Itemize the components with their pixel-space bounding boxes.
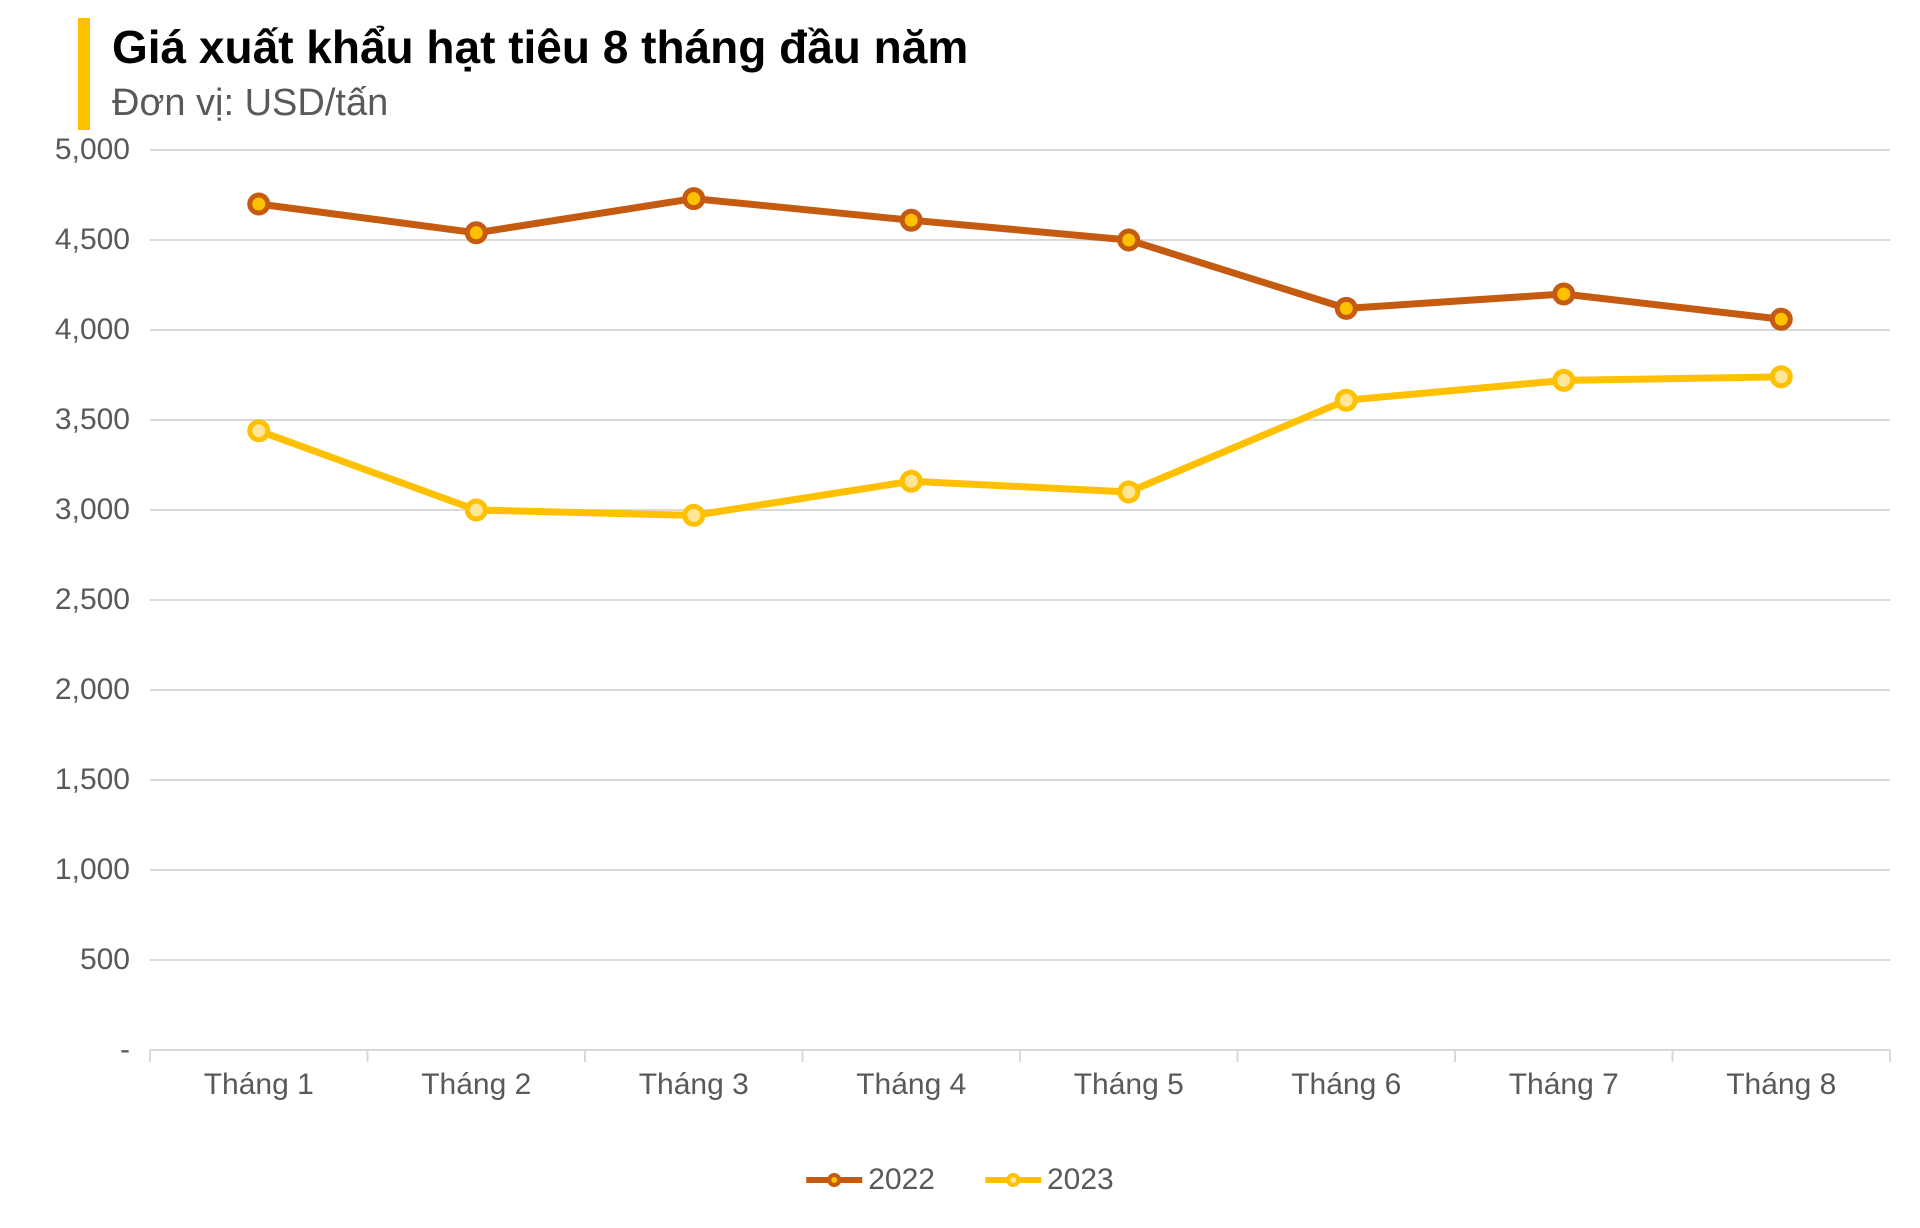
legend-item: 2022 <box>806 1163 935 1197</box>
legend: 2022 2023 <box>806 1163 1114 1197</box>
legend-label: 2023 <box>1047 1163 1114 1197</box>
y-tick-label: 1,000 <box>0 853 130 887</box>
title-text-wrap: Giá xuất khẩu hạt tiêu 8 tháng đầu năm Đ… <box>112 18 968 130</box>
y-tick-label: 4,000 <box>0 313 130 347</box>
title-accent-bar <box>78 18 90 130</box>
y-tick-label: 3,000 <box>0 493 130 527</box>
y-tick-label: 500 <box>0 943 130 977</box>
y-tick-label: 2,000 <box>0 673 130 707</box>
y-tick-label: 2,500 <box>0 583 130 617</box>
x-tick-label: Tháng 6 <box>1291 1068 1401 1102</box>
x-tick-label: Tháng 7 <box>1509 1068 1619 1102</box>
x-tick-label: Tháng 3 <box>639 1068 749 1102</box>
title-block: Giá xuất khẩu hạt tiêu 8 tháng đầu năm Đ… <box>78 18 968 130</box>
legend-item: 2023 <box>985 1163 1114 1197</box>
chart-subtitle: Đơn vị: USD/tấn <box>112 79 968 128</box>
plot-svg <box>150 150 1890 1050</box>
x-tick-label: Tháng 1 <box>204 1068 314 1102</box>
legend-swatch <box>985 1177 1041 1183</box>
y-tick-label: 1,500 <box>0 763 130 797</box>
y-tick-label: 3,500 <box>0 403 130 437</box>
x-tick-label: Tháng 5 <box>1074 1068 1184 1102</box>
y-tick-label: 4,500 <box>0 223 130 257</box>
chart-container: Giá xuất khẩu hạt tiêu 8 tháng đầu năm Đ… <box>0 0 1920 1228</box>
x-tick-label: Tháng 4 <box>856 1068 966 1102</box>
x-tick-label: Tháng 8 <box>1726 1068 1836 1102</box>
legend-label: 2022 <box>868 1163 935 1197</box>
y-tick-label: 5,000 <box>0 133 130 167</box>
legend-swatch <box>806 1177 862 1183</box>
x-tick-label: Tháng 2 <box>421 1068 531 1102</box>
chart-title: Giá xuất khẩu hạt tiêu 8 tháng đầu năm <box>112 20 968 75</box>
plot-area <box>150 150 1890 1050</box>
y-tick-label: - <box>0 1033 130 1067</box>
